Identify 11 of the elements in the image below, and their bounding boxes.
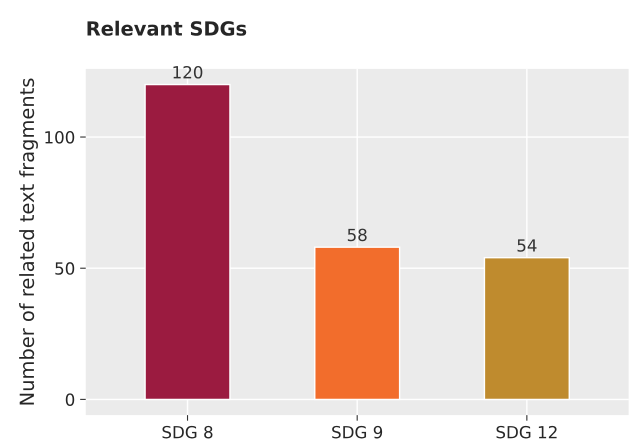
x-tick-label: SDG 8 — [162, 426, 212, 438]
y-tick-label: 50 — [55, 262, 74, 275]
x-tick-label: SDG 9 — [332, 426, 382, 438]
chart-title: Relevant SDGs — [88, 20, 246, 36]
y-axis-title: Number of related text fragments — [19, 78, 38, 404]
y-tick-label: 100 — [45, 130, 74, 144]
data-label: 120 — [173, 66, 202, 79]
data-label: 54 — [518, 239, 537, 252]
y-tick-label: 0 — [66, 393, 74, 406]
x-tick-label: SDG 12 — [496, 426, 557, 438]
data-label: 58 — [348, 228, 367, 242]
